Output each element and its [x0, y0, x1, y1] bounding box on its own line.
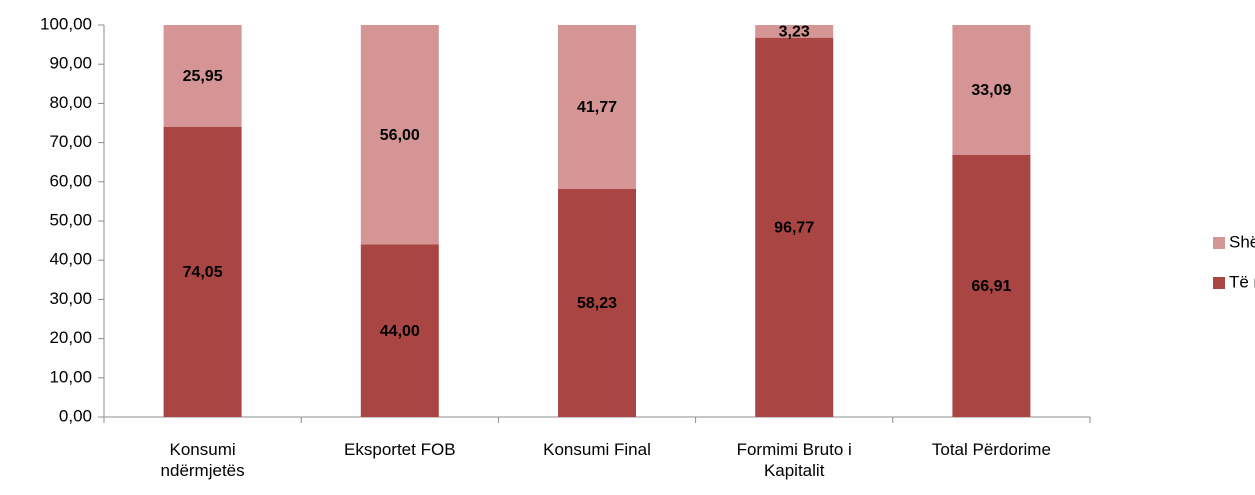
bar-segment: [163, 126, 242, 417]
legend-label: Shërbime: [1229, 232, 1255, 251]
y-tick-label: 70,00: [49, 132, 92, 151]
value-label: 66,91: [971, 278, 1011, 295]
bar-segment: [558, 25, 636, 189]
legend-swatch: [1213, 237, 1225, 249]
x-tick-label: Konsumi Final: [543, 440, 651, 459]
y-tick-label: 20,00: [49, 328, 92, 347]
legend-swatch: [1213, 277, 1225, 289]
value-label: 74,05: [183, 264, 223, 281]
value-label: 25,95: [183, 68, 223, 85]
bar-segment: [952, 154, 1031, 417]
y-tick-label: 30,00: [49, 289, 92, 308]
value-label: 3,23: [779, 24, 810, 41]
value-label: 56,00: [380, 127, 420, 144]
bar-segment: [163, 25, 242, 127]
y-tick-label: 80,00: [49, 93, 92, 112]
value-label: 33,09: [971, 82, 1011, 99]
value-label: 41,77: [577, 99, 617, 116]
value-label: 44,00: [380, 323, 420, 340]
x-tick-label: Eksportet FOB: [344, 440, 456, 459]
y-tick-label: 40,00: [49, 250, 92, 269]
x-tick-label: Konsumi ndërmjetës: [160, 440, 245, 480]
value-label: 96,77: [774, 220, 814, 237]
bar-segment: [755, 25, 834, 38]
y-tick-label: 60,00: [49, 171, 92, 190]
bar-segment: [360, 25, 439, 245]
bar-segment: [558, 188, 636, 417]
legend-label: Të mirat: [1229, 272, 1255, 291]
y-tick-label: 90,00: [49, 54, 92, 73]
y-tick-label: 0,00: [59, 406, 92, 425]
bar-segment: [952, 25, 1031, 155]
y-tick-label: 50,00: [49, 210, 92, 229]
bar-segment: [360, 244, 439, 417]
value-label: 58,23: [577, 295, 617, 312]
bar-segment: [755, 37, 834, 418]
x-tick-label: Formimi Bruto i Kapitalit: [736, 440, 852, 480]
y-tick-label: 100,00: [40, 14, 92, 33]
x-tick-label: Total Përdorime: [931, 440, 1051, 459]
y-tick-label: 10,00: [49, 367, 92, 386]
